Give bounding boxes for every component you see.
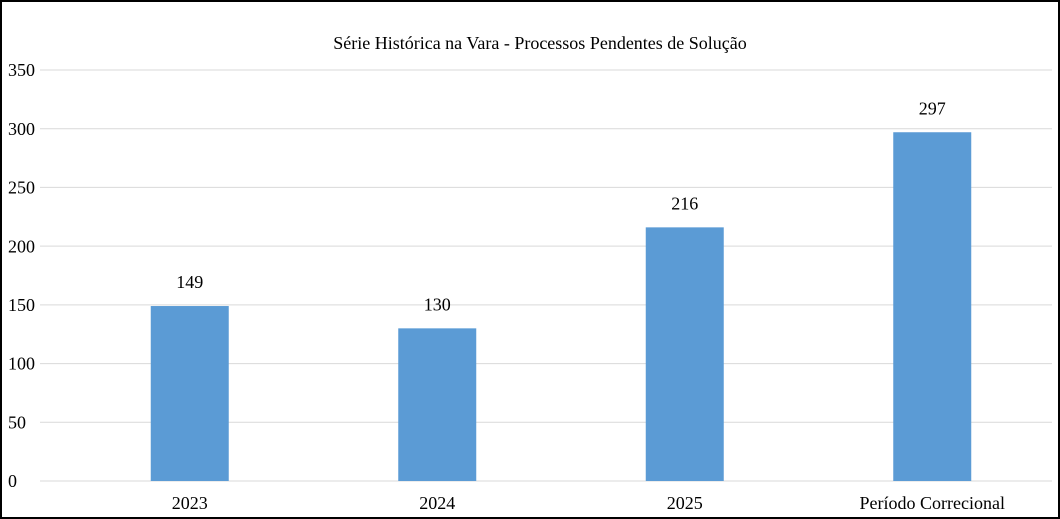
y-tick-label: 200 [8,236,35,256]
x-tick-label: Período Correcional [860,493,1005,513]
y-tick-label: 150 [8,295,35,315]
bar [893,132,972,482]
x-tick-label: 2023 [172,493,208,513]
bar [645,227,724,481]
y-tick-label: 350 [8,60,35,80]
value-label: 297 [919,98,946,118]
x-tick-label: 2024 [419,493,455,513]
value-label: 130 [424,294,451,314]
x-tick-label: 2025 [667,493,703,513]
bar [150,306,229,481]
value-label: 149 [176,272,203,292]
bar [398,328,477,481]
y-tick-label: 300 [8,119,35,139]
y-tick-label: 100 [8,354,35,374]
y-tick-label: 250 [8,178,35,198]
y-tick-label: 50 [8,412,26,432]
y-tick-label: 0 [8,471,17,491]
chart-title: Série Histórica na Vara - Processos Pend… [333,33,747,53]
value-label: 216 [671,193,698,213]
